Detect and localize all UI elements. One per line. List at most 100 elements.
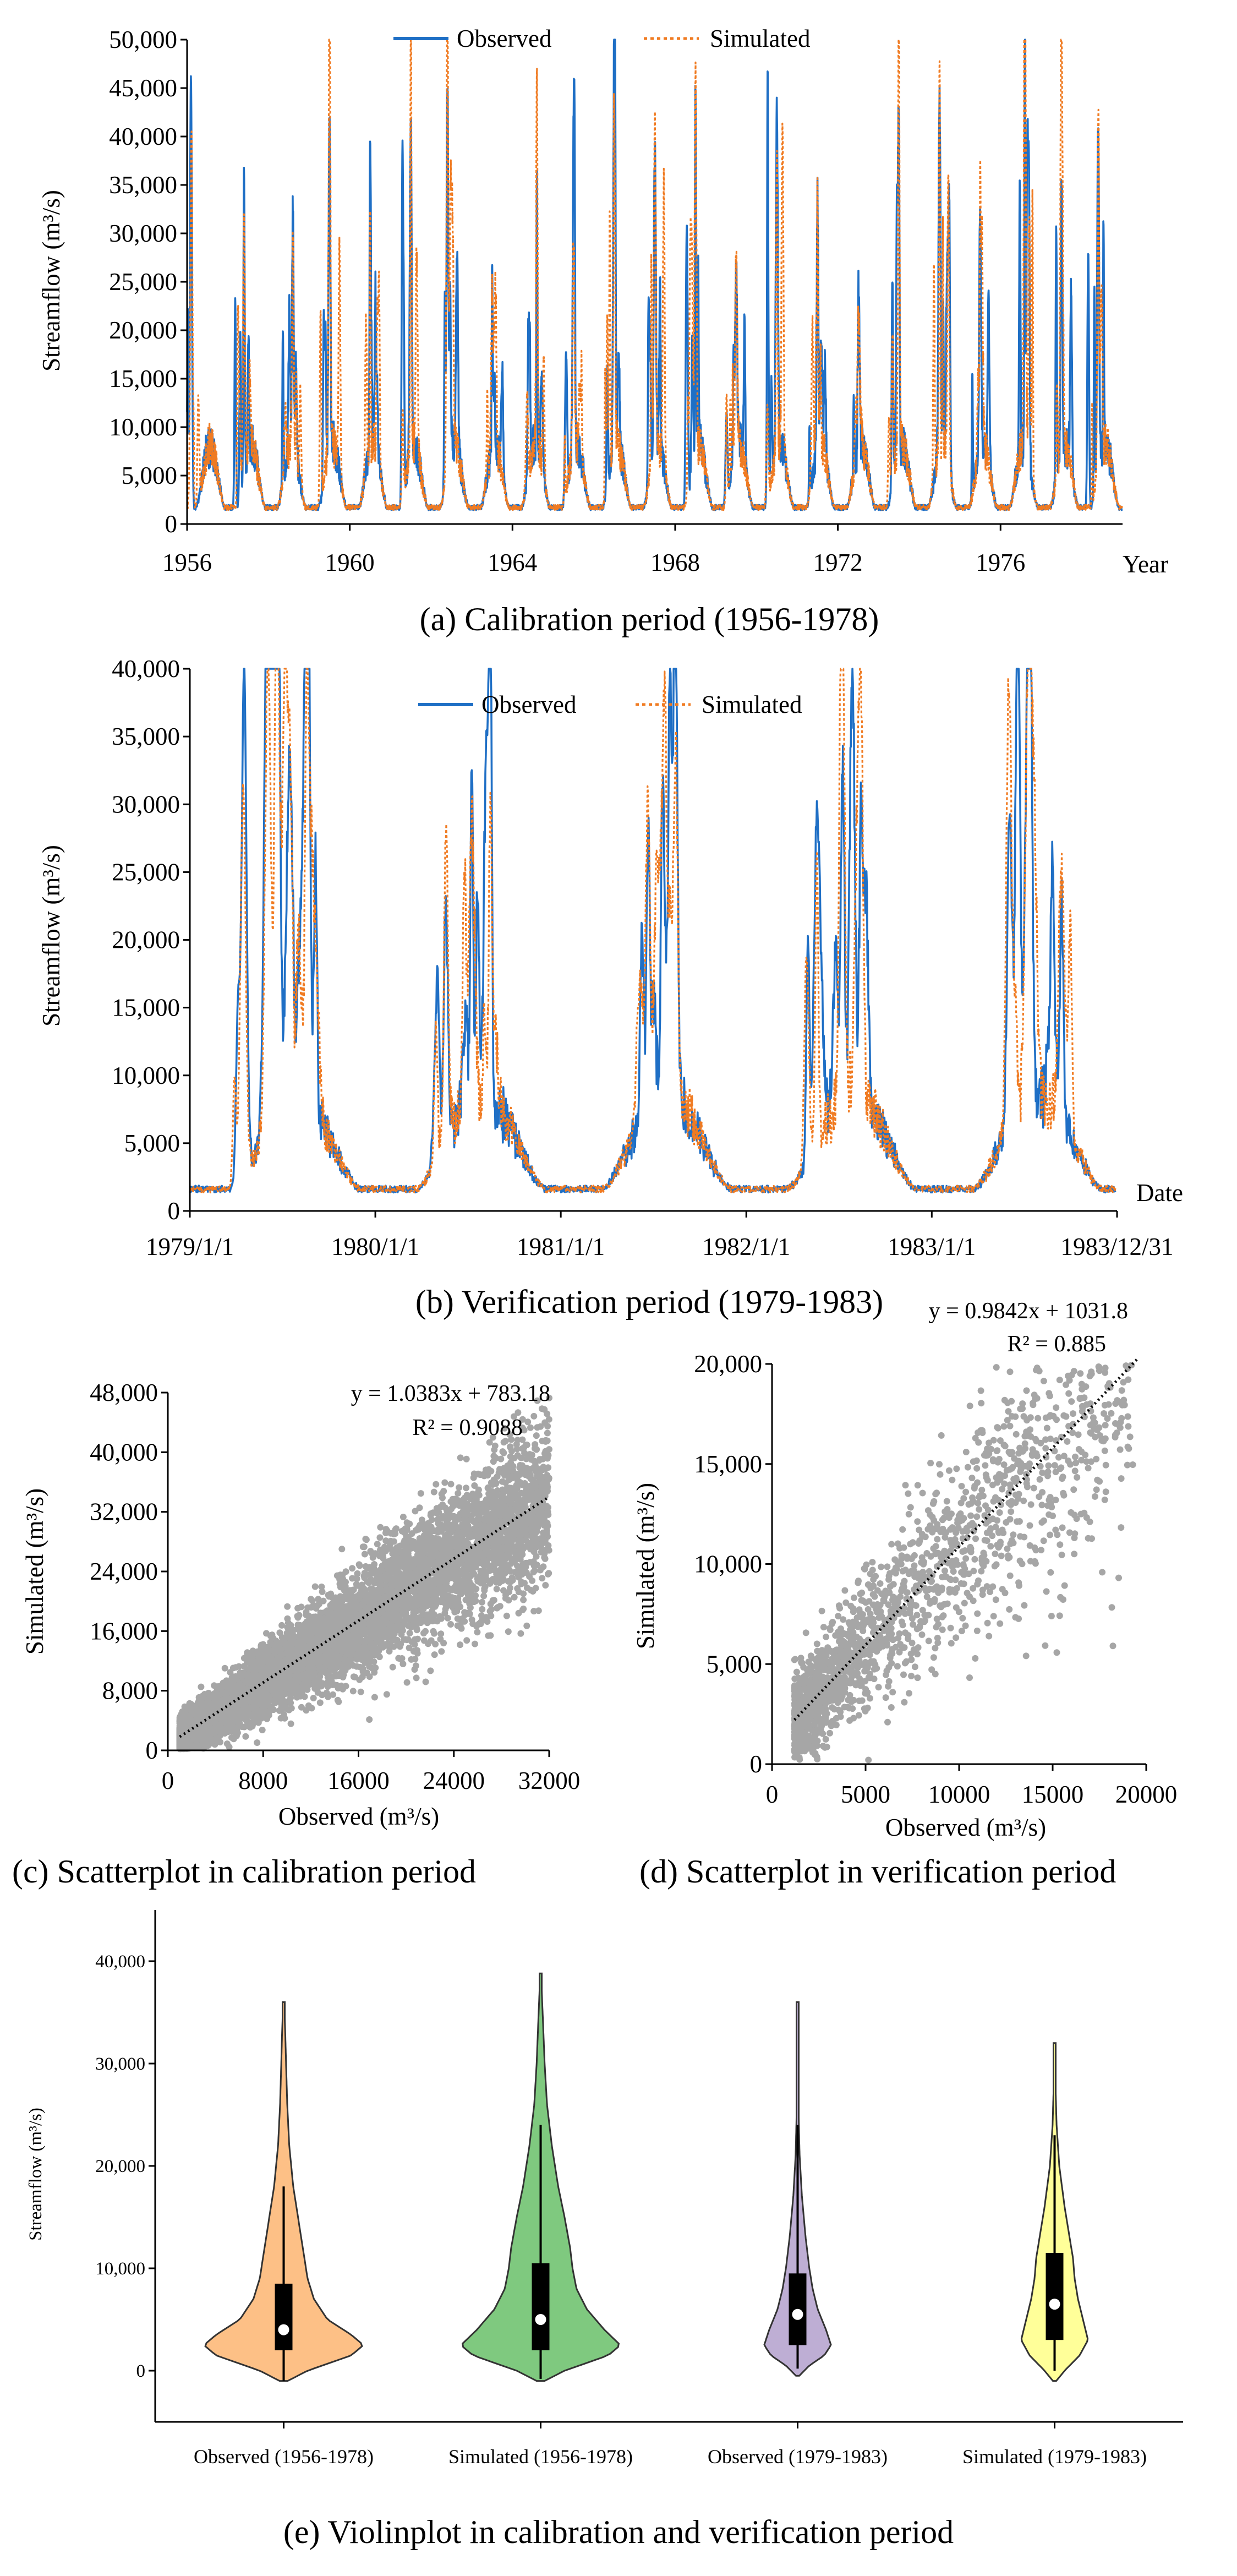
panel-c-point: [430, 1628, 437, 1635]
panel-c-point: [506, 1431, 513, 1438]
panel-c-point: [463, 1485, 470, 1492]
panel-b-legend: Observed Simulated: [418, 691, 802, 718]
panel-c-point: [254, 1739, 261, 1746]
panel-c-point: [411, 1641, 418, 1648]
panel-c-point: [489, 1434, 496, 1441]
panel-a-y-tick-label: 10,000: [109, 413, 177, 441]
panel-b-y-tick-label: 15,000: [112, 994, 180, 1022]
panel-c-point: [497, 1455, 505, 1462]
legend-simulated-label: Simulated: [710, 25, 810, 52]
panel-c-point: [395, 1543, 402, 1550]
panel-c-point: [480, 1592, 488, 1600]
panel-c-point: [511, 1413, 517, 1420]
panel-c-point: [366, 1716, 373, 1723]
panel-a-y-tick-label: 25,000: [109, 268, 177, 296]
panel-a-y-tick-label: 5,000: [122, 462, 177, 489]
panel-a-x-tick-label: 1968: [650, 549, 700, 576]
panel-c-point: [377, 1524, 384, 1531]
panel-c-point: [455, 1490, 462, 1497]
legend-observed-label: Observed: [457, 25, 551, 52]
panel-a-calibration-timeseries: 0 5,000 10,000 15,000 20,000 25,000 30,000 35,0…: [37, 25, 1168, 637]
panel-c-point: [544, 1429, 551, 1437]
panel-c-point: [316, 1699, 324, 1706]
legend-simulated-label: Simulated: [702, 691, 802, 718]
panel-c-point: [508, 1448, 515, 1455]
panel-a-y-tick-label: 20,000: [109, 316, 177, 344]
panel-c-point: [359, 1668, 366, 1675]
panel-a-x-tick-label: 1960: [325, 549, 375, 576]
panel-c-point: [349, 1688, 357, 1695]
panel-a-y-tick-label: 30,000: [109, 220, 177, 247]
panel-c-point: [310, 1695, 317, 1701]
panel-c-point: [505, 1628, 512, 1635]
panel-c-point: [408, 1656, 415, 1663]
panel-c-point: [318, 1583, 325, 1590]
panel-b-x-tick-label: 1980/1/1: [331, 1233, 419, 1260]
panel-b-x-tick-label: 1982/1/1: [702, 1233, 790, 1260]
panel-c-point: [406, 1630, 413, 1637]
panel-c-point: [519, 1425, 526, 1431]
panel-a-x-axis-label: Year: [1123, 550, 1168, 578]
panel-c-point: [338, 1546, 346, 1553]
panel-c-point: [217, 1739, 224, 1745]
panel-c-point: [430, 1488, 437, 1496]
panel-c-point: [470, 1474, 477, 1481]
panel-c-point: [315, 1596, 322, 1603]
panel-a-y-tick-label: 0: [165, 510, 178, 538]
series-simulated-line: [186, 39, 1123, 511]
panel-c-point: [523, 1622, 530, 1629]
panel-c-point: [374, 1541, 381, 1548]
panel-b-y-axis-label: Streamflow (m³/s): [37, 845, 65, 1027]
panel-a-y-axis-label: Streamflow (m³/s): [37, 190, 65, 372]
panel-c-point: [533, 1432, 540, 1439]
panel-b-y-tick-label: 40,000: [112, 655, 180, 683]
panel-c-point: [437, 1636, 444, 1642]
panel-b-x-axis-label: Date: [1136, 1179, 1183, 1207]
panel-b-x-tick-label: 1983/12/31: [1060, 1233, 1173, 1260]
panel-a-y-tick-label: 15,000: [109, 365, 177, 392]
panel-b-y-tick-label: 5,000: [124, 1129, 180, 1157]
panel-c-point: [361, 1551, 368, 1558]
panel-a-x-tick-label: 1976: [976, 549, 1025, 576]
panel-b-y-tick-label: 25,000: [112, 858, 180, 886]
panel-c-point: [427, 1667, 434, 1674]
panel-c-point: [527, 1424, 534, 1431]
legend-observed-label: Observed: [481, 691, 576, 718]
panel-a-legend: Observed Simulated: [393, 25, 810, 52]
panel-c-point: [221, 1664, 228, 1672]
panel-c-point: [533, 1446, 540, 1453]
panel-b-x-tick-label: 1979/1/1: [146, 1233, 234, 1260]
panel-a-y-tick-label: 50,000: [109, 26, 177, 53]
panel-c-point: [530, 1608, 538, 1615]
panel-a-y-tick-label: 40,000: [109, 123, 177, 150]
panel-c-point: [506, 1589, 513, 1595]
panel-b-y-tick-label: 10,000: [112, 1062, 180, 1089]
panel-a-x-tick-label: 1972: [813, 549, 863, 576]
panel-c-point: [471, 1482, 478, 1489]
panel-a-y-tick-label: 35,000: [109, 171, 177, 199]
panel-c-point: [383, 1691, 390, 1698]
panel-c-point: [357, 1688, 364, 1695]
panel-c-point: [514, 1409, 522, 1416]
panel-c-point: [366, 1673, 373, 1680]
series-simulated-line: [189, 668, 1116, 1194]
panel-c-point: [294, 1613, 301, 1620]
panel-c-point: [454, 1615, 461, 1622]
panel-c-point: [298, 1704, 305, 1711]
panel-b-caption: (b) Verification period (1979-1983): [415, 1284, 883, 1320]
panel-c-point: [399, 1514, 407, 1520]
panel-b-x-tick-label: 1983/1/1: [888, 1233, 976, 1260]
panel-b-y-tick-label: 35,000: [112, 723, 180, 750]
panel-c-point: [421, 1637, 428, 1644]
panel-c-point: [437, 1630, 445, 1638]
panel-c-point: [422, 1678, 429, 1685]
panel-c-point: [350, 1673, 357, 1680]
panel-c-point: [319, 1588, 326, 1595]
panel-c-point: [545, 1464, 552, 1471]
panel-c-point: [539, 1575, 546, 1582]
panel-c-point: [535, 1607, 542, 1614]
panel-c-point: [457, 1454, 464, 1461]
panel-c-point: [503, 1612, 510, 1619]
panel-c-point: [406, 1644, 413, 1651]
